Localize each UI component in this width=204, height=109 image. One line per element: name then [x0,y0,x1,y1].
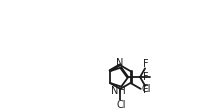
Text: Cl: Cl [115,100,125,109]
Text: N: N [115,59,123,68]
Text: Cl: Cl [141,84,150,94]
Text: F: F [142,85,148,95]
Text: NH: NH [111,86,125,96]
Text: F: F [143,59,148,69]
Text: F: F [143,72,148,82]
